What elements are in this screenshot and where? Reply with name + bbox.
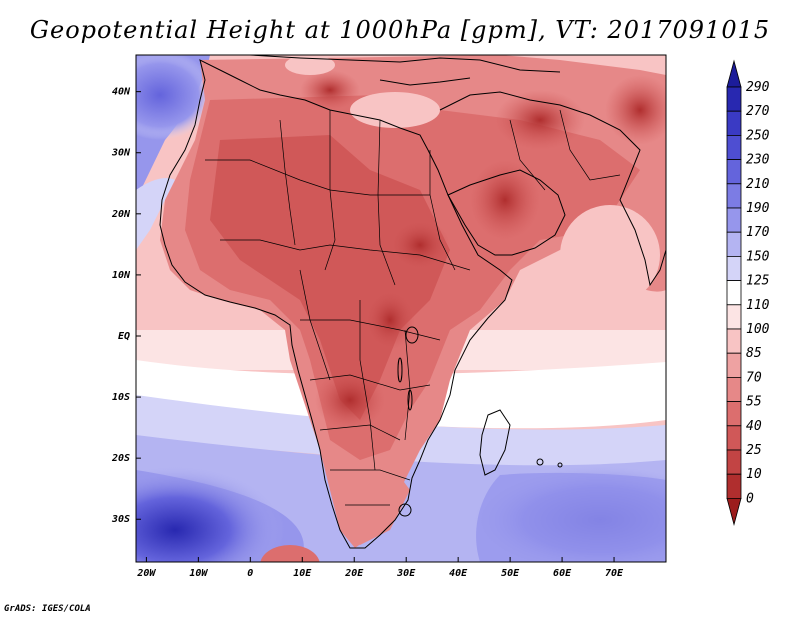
colorbar-label: 290 — [746, 80, 770, 95]
x-tick-label: 20W — [136, 568, 156, 579]
colorbar-label: 190 — [746, 201, 770, 216]
colorbar-label: 10 — [746, 467, 762, 482]
colorbar-swatch — [726, 207, 742, 233]
colorbar-label: 210 — [746, 177, 770, 192]
credit-label: GrADS: IGES/COLA — [4, 604, 91, 614]
y-tick-label: 40N — [112, 87, 131, 98]
x-tick-label: 10W — [189, 568, 208, 579]
colorbar-label: 0 — [746, 491, 754, 506]
colorbar-label: 110 — [746, 298, 770, 313]
colorbar-label: 40 — [746, 419, 762, 434]
colorbar-swatch — [726, 304, 742, 330]
colorbar-swatch — [726, 255, 742, 281]
colorbar-swatch — [726, 280, 742, 306]
colorbar-swatch — [726, 328, 742, 354]
y-tick-label: 10S — [112, 392, 130, 403]
x-tick-label: 40E — [449, 568, 468, 579]
x-tick-label: 60E — [553, 568, 572, 579]
colorbar-swatch — [726, 473, 742, 499]
colorbar-swatch — [726, 183, 742, 209]
y-tick-label: 20S — [111, 453, 130, 464]
x-tick-label: 10E — [293, 568, 312, 579]
colorbar-swatch — [726, 352, 742, 378]
colorbar: 2902702502302101901701501251101008570554… — [726, 59, 770, 526]
colorbar-swatch — [726, 86, 742, 112]
y-tick-label: 10N — [112, 270, 131, 281]
chart-title: Geopotential Height at 1000hPa [gpm], VT… — [29, 16, 771, 44]
y-tick-label: 30S — [111, 514, 130, 525]
colorbar-swatch — [726, 425, 742, 451]
colorbar-label: 100 — [746, 322, 770, 337]
colorbar-swatch — [726, 449, 742, 475]
x-tick-label: 70E — [605, 568, 624, 579]
x-tick-label: 50E — [501, 568, 520, 579]
x-axis: 20W 10W 0 10E 20E 30E 40E 50E 60E 70E — [136, 557, 624, 579]
x-tick-label: 30E — [396, 568, 416, 579]
colorbar-swatch — [726, 376, 742, 402]
lakes-islands — [397, 326, 563, 517]
country-borders — [205, 109, 621, 506]
y-tick-label: EQ — [118, 331, 130, 342]
colorbar-swatch — [726, 134, 742, 160]
colorbar-swatch — [726, 231, 742, 257]
coastlines — [159, 55, 666, 549]
map-field — [136, 55, 666, 562]
plot-frame — [135, 54, 667, 563]
colorbar-label: 25 — [746, 443, 762, 458]
y-tick-label: 20N — [111, 209, 131, 220]
colorbar-label: 70 — [746, 370, 762, 385]
colorbar-label: 230 — [746, 153, 770, 168]
colorbar-label: 270 — [746, 104, 770, 119]
colorbar-swatch — [726, 401, 742, 427]
colorbar-label: 150 — [746, 249, 770, 264]
colorbar-label: 250 — [746, 128, 770, 143]
y-axis: 40N 30N 20N 10N EQ 10S 20S 30S — [111, 87, 141, 525]
colorbar-swatch — [726, 59, 742, 88]
x-tick-label: 0 — [247, 568, 253, 579]
colorbar-swatch — [726, 497, 742, 526]
colorbar-label: 170 — [746, 225, 770, 240]
x-tick-label: 20E — [344, 568, 364, 579]
colorbar-label: 55 — [746, 395, 762, 410]
colorbar-label: 125 — [746, 274, 770, 289]
y-tick-label: 30N — [111, 148, 131, 159]
colorbar-label: 85 — [746, 346, 762, 361]
colorbar-swatch — [726, 159, 742, 185]
colorbar-swatch — [726, 110, 742, 136]
